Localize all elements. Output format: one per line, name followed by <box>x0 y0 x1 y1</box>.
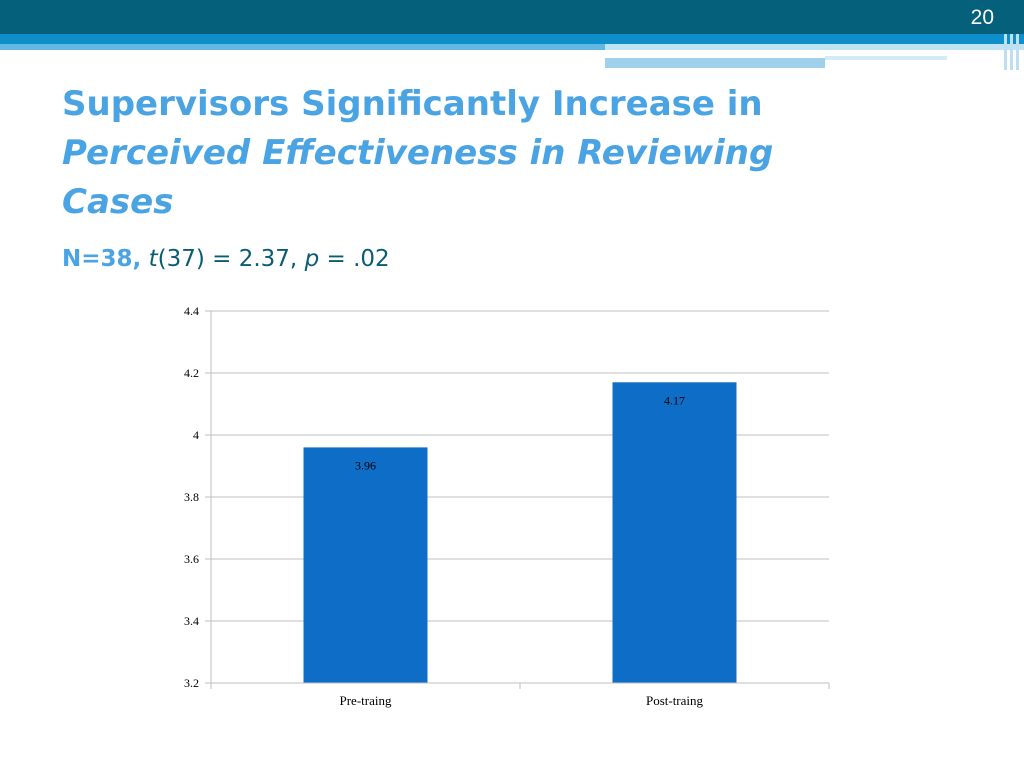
stats-line: N=38, t(37) = 2.37, p = .02 <box>62 243 390 275</box>
y-tick-label: 4 <box>193 428 199 442</box>
slide-number: 20 <box>970 6 994 29</box>
bar <box>612 382 737 683</box>
data-label: 3.96 <box>355 458 376 472</box>
data-label: 4.17 <box>664 393 685 407</box>
edge-decoration <box>1002 34 1024 70</box>
header-band-light-right <box>605 44 1024 50</box>
header-band-mid <box>0 34 1024 44</box>
stats-t-value: (37) = 2.37, <box>157 246 305 272</box>
stats-t-symbol: t <box>148 246 158 272</box>
header-band-light-left <box>0 44 605 50</box>
stats-p-value: = .02 <box>319 246 390 272</box>
title-line-1: Supervisors Significantly Increase in <box>62 84 763 124</box>
y-tick-label: 3.2 <box>184 676 199 690</box>
title-line-2: Perceived Effectiveness in Reviewing <box>62 133 774 173</box>
y-tick-label: 4.4 <box>184 304 199 318</box>
header-band-dark <box>0 0 1024 34</box>
y-tick-label: 3.4 <box>184 614 199 628</box>
bar <box>303 447 428 683</box>
header-stripe-right <box>825 56 947 60</box>
x-category-label: Post-traing <box>646 693 704 708</box>
y-tick-label: 4.2 <box>184 366 199 380</box>
stats-p-symbol: p <box>304 246 320 272</box>
slide-title: Supervisors Significantly Increase in Pe… <box>62 80 942 227</box>
title-line-3: Cases <box>62 182 174 222</box>
header-stripe-left <box>605 58 825 68</box>
x-category-label: Pre-traing <box>340 693 392 708</box>
stats-n: N=38, <box>62 246 142 272</box>
y-tick-label: 3.8 <box>184 490 199 504</box>
y-tick-label: 3.6 <box>184 552 199 566</box>
